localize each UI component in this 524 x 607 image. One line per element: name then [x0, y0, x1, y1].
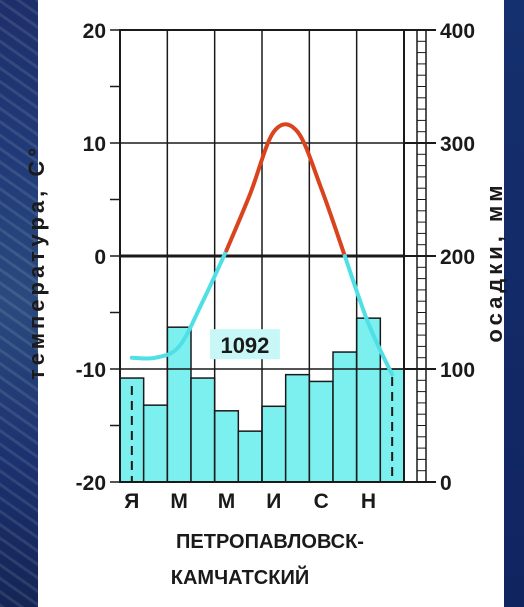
precipitation-bar [213, 410, 240, 483]
temperature-curve-warm [224, 122, 347, 258]
annual-precipitation-box [209, 329, 280, 360]
month-label: М [218, 490, 236, 513]
station-name-line2: КАМЧАТСКИЙ [171, 565, 309, 589]
temperature-tick-label: 10 [83, 133, 106, 156]
precipitation-tick-label: 300 [440, 133, 475, 156]
temperature-axis-label: температура, С° [24, 144, 49, 380]
temperature-tick-label: -10 [76, 359, 106, 382]
precipitation-bar [284, 373, 311, 483]
temperature-tick-label: -20 [76, 472, 106, 495]
temperature-tick-label: 20 [83, 20, 106, 43]
precipitation-bar [261, 405, 287, 483]
month-label: М [170, 490, 188, 513]
month-label: Я [124, 490, 139, 513]
background-photo-strip-left [0, 0, 38, 607]
station-name-line1: ПЕТРОПАВЛОВСК- [176, 531, 364, 553]
month-label: И [266, 490, 281, 513]
annual-precipitation-label: 1092 [220, 333, 269, 358]
precipitation-axis-label: осадки, мм [482, 181, 507, 342]
month-label: Н [361, 490, 376, 513]
temperature-curve-cold-autumn [342, 254, 395, 377]
month-label: С [314, 490, 329, 513]
precipitation-bar [166, 326, 192, 483]
precipitation-bar [308, 380, 334, 483]
precipitation-tick-label: 400 [440, 20, 475, 43]
precipitation-bar [237, 430, 263, 483]
temperature-tick-label: 0 [94, 246, 106, 269]
precipitation-bar [190, 377, 216, 483]
precipitation-tick-label: 100 [440, 359, 475, 382]
precipitation-bar [142, 404, 169, 483]
temperature-curve-cold-spring [129, 248, 229, 361]
precipitation-bar [332, 351, 358, 483]
background-strip-right [504, 0, 524, 607]
precipitation-tick-label: 200 [440, 246, 475, 269]
precipitation-tick-label: 0 [440, 472, 452, 495]
